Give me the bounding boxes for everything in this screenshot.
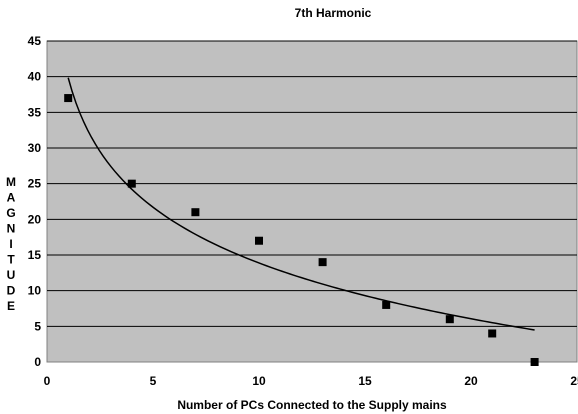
data-point — [191, 208, 200, 217]
y-axis-title-letter: G — [6, 206, 15, 220]
y-axis-title-letter: T — [7, 253, 15, 267]
y-tick-label: 40 — [28, 70, 42, 84]
data-point — [382, 300, 391, 309]
y-axis-title-letter: I — [9, 237, 12, 251]
trendline — [67, 77, 535, 331]
data-point — [488, 329, 497, 338]
x-tick-labels: 0 5 10 15 20 25 — [44, 374, 578, 388]
y-axis-title-letter: U — [7, 268, 16, 282]
data-point — [318, 258, 327, 267]
y-axis-title-letter: A — [7, 191, 16, 205]
x-axis-title: Number of PCs Connected to the Supply ma… — [177, 398, 447, 412]
data-points-group — [64, 94, 539, 366]
data-point — [127, 179, 136, 188]
x-tick-label: 5 — [150, 374, 157, 388]
trendline-group — [67, 77, 535, 331]
y-tick-label: 5 — [34, 319, 41, 333]
plot-area — [46, 40, 578, 363]
x-tick-label: 25 — [570, 374, 578, 388]
data-point — [445, 315, 454, 324]
x-tick-label: 0 — [44, 374, 51, 388]
y-tick-label: 35 — [28, 105, 42, 119]
y-tick-labels: 0 5 10 15 20 25 30 35 40 45 — [28, 34, 42, 369]
y-axis-title-letter: E — [7, 299, 15, 313]
y-tick-label: 15 — [28, 248, 42, 262]
data-point — [255, 236, 263, 245]
y-tick-label: 45 — [28, 34, 42, 48]
y-tick-label: 10 — [28, 284, 42, 298]
data-point — [530, 358, 539, 366]
y-axis-title-letter: M — [6, 175, 16, 189]
y-tick-label: 20 — [28, 212, 42, 226]
y-tick-label: 0 — [34, 355, 41, 369]
y-axis-title-letter: D — [7, 284, 16, 298]
y-axis-title-letter: N — [7, 222, 16, 236]
x-tick-label: 10 — [252, 374, 266, 388]
chart-title: 7th Harmonic — [295, 6, 372, 20]
plot-area-group — [46, 40, 578, 363]
y-tick-label: 30 — [28, 141, 42, 155]
y-tick-label: 25 — [28, 177, 42, 191]
x-tick-label: 15 — [358, 374, 372, 388]
data-point — [64, 94, 73, 103]
x-tick-label: 20 — [464, 374, 478, 388]
